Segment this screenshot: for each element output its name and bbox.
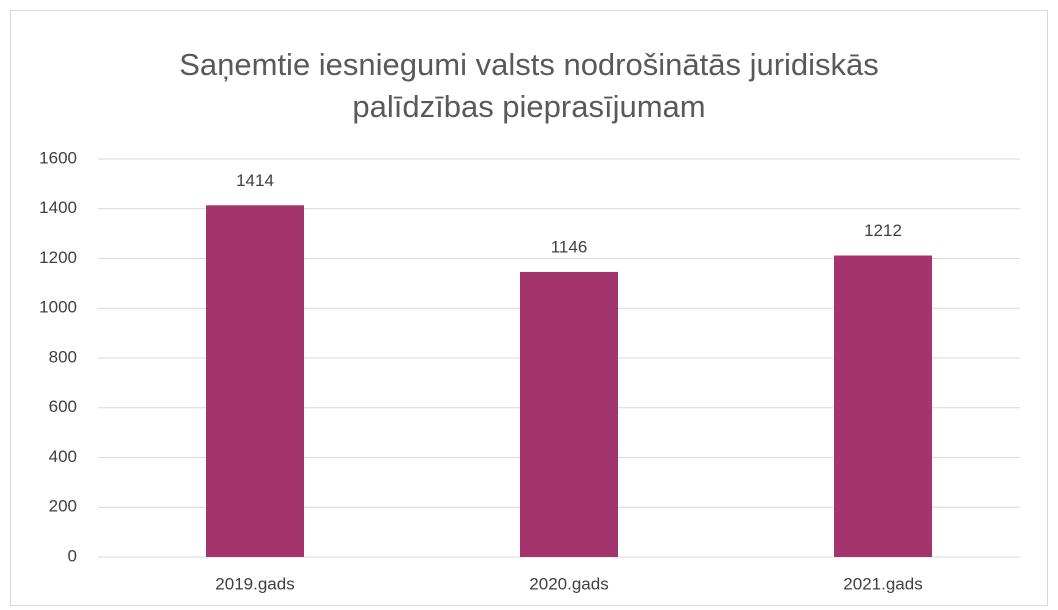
bar (206, 205, 304, 557)
y-tick-label: 1600 (39, 148, 77, 167)
x-tick-label: 2021.gads (843, 574, 922, 593)
y-tick-label: 0 (68, 546, 77, 565)
chart-title: Saņemtie iesniegumi valsts nodrošinātās … (179, 47, 879, 124)
bar (834, 255, 932, 557)
y-tick-label: 1200 (39, 248, 77, 267)
y-tick-label: 200 (49, 497, 77, 516)
y-tick-label: 400 (49, 447, 77, 466)
value-label: 1146 (551, 237, 588, 256)
y-tick-label: 600 (49, 397, 77, 416)
x-tick-label: 2019.gads (215, 574, 294, 593)
y-tick-label: 1000 (39, 298, 77, 317)
chart-border (10, 10, 1048, 606)
value-label: 1212 (864, 221, 902, 240)
x-tick-label: 2020.gads (529, 574, 608, 593)
bar (520, 271, 618, 557)
y-tick-label: 800 (49, 347, 77, 366)
y-tick-label: 1400 (39, 198, 77, 217)
value-label: 1414 (236, 171, 274, 190)
